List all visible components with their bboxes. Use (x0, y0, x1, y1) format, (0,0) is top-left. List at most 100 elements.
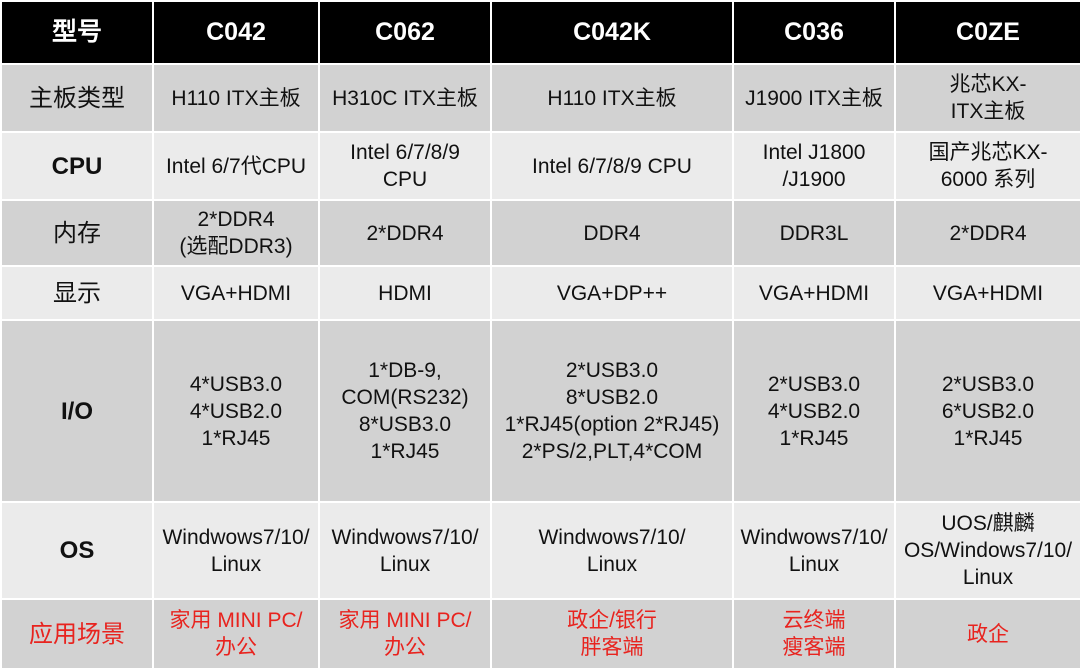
cell-memory-c062: 2*DDR4 (318, 199, 492, 267)
cell-line: UOS/麒麟 (941, 512, 1035, 535)
row-cpu: CPU Intel 6/7代CPU Intel 6/7/8/9 CPU Intel… (0, 131, 1080, 201)
cell-line: 4*USB2.0 (189, 399, 283, 423)
cell-io-c036: 2*USB3.0 4*USB2.0 1*RJ45 (732, 319, 896, 503)
cell-cpu-c042k: Intel 6/7/8/9 CPU (490, 131, 734, 201)
cell-line: 瘦客端 (782, 636, 846, 659)
row-label-io: I/O (0, 319, 154, 503)
cell-line: 兆芯KX- (949, 73, 1027, 96)
cell-scenario-c042k: 政企/银行胖客端 (490, 598, 734, 670)
cell-scenario-c036: 云终端 瘦客端 (732, 598, 896, 670)
cell-scenario-c042: 家用 MINI PC/办公 (152, 598, 320, 670)
cell-line: 2*USB3.0 (767, 372, 861, 396)
row-label-os: OS (0, 501, 154, 600)
cell-line: 6000 系列 (940, 168, 1036, 191)
cell-line: Windwows7/10/ (538, 525, 686, 549)
cell-scenario-c0ze: 政企 (894, 598, 1080, 670)
cell-line: (选配DDR3) (179, 235, 293, 258)
row-scenario: 应用场景 家用 MINI PC/办公 家用 MINI PC/办公 政企/银行胖客… (0, 598, 1080, 670)
cell-line: 2*DDR4 (197, 208, 275, 231)
cell-cpu-c062: Intel 6/7/8/9 CPU (318, 131, 492, 201)
cell-line: J1900 ITX主板 (745, 86, 883, 110)
row-label-scenario: 应用场景 (0, 598, 154, 670)
cell-line: DDR4 (583, 221, 641, 245)
cell-line: 2*USB3.0 (941, 372, 1035, 396)
cell-line: ITX主板 (950, 100, 1026, 123)
cell-cpu-c042: Intel 6/7代CPU (152, 131, 320, 201)
cell-os-c0ze: UOS/麒麟 OS/Windows7/10/Linux (894, 501, 1080, 600)
row-label-cpu: CPU (0, 131, 154, 201)
cell-line: 1*RJ45 (201, 426, 271, 450)
header-model-c042: C042 (152, 0, 320, 65)
cell-line: 1*DB-9, (368, 359, 442, 382)
cell-line: 4*USB3.0 (189, 372, 283, 396)
row-label-board: 主板类型 (0, 63, 154, 133)
cell-cpu-c036: Intel J1800/J1900 (732, 131, 896, 201)
cell-line: 2*DDR4 (949, 221, 1027, 245)
cell-io-c042k: 2*USB3.0 8*USB2.0 1*RJ45(option 2*RJ45) 2*P… (490, 319, 734, 503)
cell-line: 胖客端 (580, 636, 644, 659)
cell-line: Windwows7/10/ (740, 525, 888, 549)
header-row: 型号 C042 C062 C042K C036 C0ZE (0, 0, 1080, 65)
cell-line: HDMI (378, 281, 432, 305)
cell-line: /J1900 (782, 168, 846, 191)
cell-line: H310C ITX主板 (332, 86, 478, 110)
cell-display-c062: HDMI (318, 265, 492, 321)
cell-line: DDR3L (779, 221, 849, 245)
cell-io-c0ze: 2*USB3.0 6*USB2.0 1*RJ45 (894, 319, 1080, 503)
cell-line: VGA+HDMI (932, 281, 1044, 305)
cell-memory-c042k: DDR4 (490, 199, 734, 267)
cell-line: 8*USB2.0 (565, 386, 659, 409)
cell-line: 家用 MINI PC/ (338, 609, 472, 632)
cell-line: 办公 (384, 636, 426, 659)
cell-line: Linux (962, 566, 1014, 589)
cell-line: 云终端 (782, 609, 846, 632)
cell-os-c036: Windwows7/10/Linux (732, 501, 896, 600)
cell-board-c042k: H110 ITX主板 (490, 63, 734, 133)
cell-line: VGA+DP++ (556, 281, 668, 305)
cell-display-c036: VGA+HDMI (732, 265, 896, 321)
cell-scenario-c062: 家用 MINI PC/办公 (318, 598, 492, 670)
cell-line: COM(RS232) (341, 386, 469, 409)
cell-board-c0ze: 兆芯KX- ITX主板 (894, 63, 1080, 133)
cell-line: 8*USB3.0 (358, 413, 452, 436)
cell-line: 家用 MINI PC/ (169, 609, 303, 632)
header-model-c036: C036 (732, 0, 896, 65)
row-label-display: 显示 (0, 265, 154, 321)
cell-line: Intel J1800 (762, 141, 866, 164)
cell-line: Linux (586, 552, 638, 576)
row-memory: 内存 2*DDR4 (选配DDR3) 2*DDR4 DDR4 DDR3L 2*DD… (0, 199, 1080, 267)
cell-board-c042: H110 ITX主板 (152, 63, 320, 133)
cell-os-c042: Windwows7/10/Linux (152, 501, 320, 600)
cell-line: OS/Windows7/10/ (903, 539, 1073, 562)
cell-line: 1*RJ45 (953, 426, 1023, 450)
cell-line: H110 ITX主板 (171, 86, 301, 110)
cell-line: 2*PS/2,PLT,4*COM (521, 440, 703, 463)
cell-line: 2*USB3.0 (565, 359, 659, 382)
header-model-c042k: C042K (490, 0, 734, 65)
cell-display-c0ze: VGA+HDMI (894, 265, 1080, 321)
cell-board-c062: H310C ITX主板 (318, 63, 492, 133)
header-label-model: 型号 (0, 0, 154, 65)
cell-line: CPU (382, 168, 428, 191)
cell-memory-c042: 2*DDR4 (选配DDR3) (152, 199, 320, 267)
cell-memory-c0ze: 2*DDR4 (894, 199, 1080, 267)
cell-line: 1*RJ45 (370, 440, 440, 463)
row-io: I/O 4*USB3.0 4*USB2.0 1*RJ45 1*DB-9, COM(RS… (0, 319, 1080, 503)
cell-line: Intel 6/7代CPU (165, 154, 307, 178)
cell-os-c042k: Windwows7/10/Linux (490, 501, 734, 600)
cell-os-c062: Windwows7/10/Linux (318, 501, 492, 600)
cell-line: Intel 6/7/8/9 (350, 141, 460, 164)
cell-line: Intel 6/7/8/9 CPU (532, 154, 692, 178)
cell-line: 政企 (967, 622, 1009, 646)
cell-display-c042k: VGA+DP++ (490, 265, 734, 321)
cell-line: Windwows7/10/ (331, 525, 479, 549)
cell-line: 政企/银行 (567, 609, 657, 632)
cell-line: 4*USB2.0 (767, 399, 861, 423)
cell-line: Linux (788, 552, 840, 576)
cell-display-c042: VGA+HDMI (152, 265, 320, 321)
row-board: 主板类型 H110 ITX主板 H310C ITX主板 H110 ITX主板 J… (0, 63, 1080, 133)
row-os: OS Windwows7/10/Linux Windwows7/10/Linux… (0, 501, 1080, 600)
cell-line: 1*RJ45(option 2*RJ45) (504, 413, 720, 436)
cell-memory-c036: DDR3L (732, 199, 896, 267)
row-display: 显示 VGA+HDMI HDMI VGA+DP++ VGA+HDMI VGA+H… (0, 265, 1080, 321)
